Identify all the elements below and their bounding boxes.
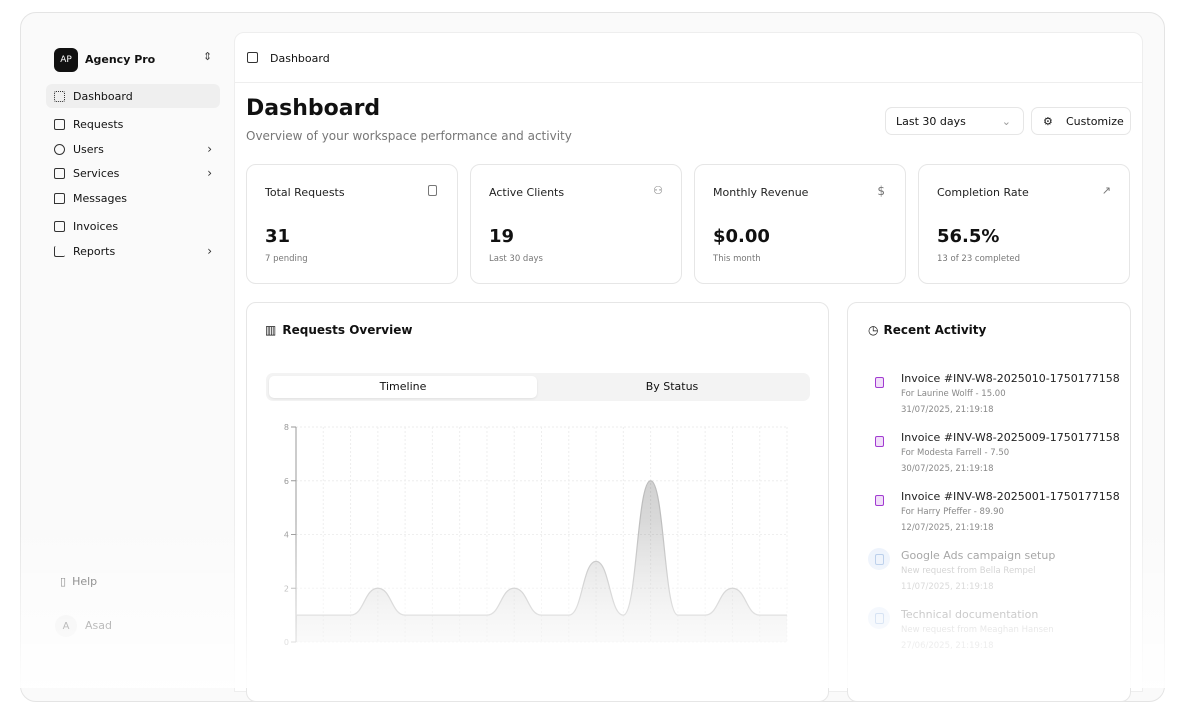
stat-value: $0.00 bbox=[713, 226, 770, 247]
nav-item[interactable]: Requests bbox=[46, 112, 220, 136]
stat-card: Monthly Revenue $ $0.00 This month bbox=[694, 164, 906, 284]
nav-label: Dashboard bbox=[73, 89, 133, 103]
nav-label: Services bbox=[73, 166, 120, 180]
overview-title-text: Requests Overview bbox=[282, 323, 413, 337]
activity-time: 31/07/2025, 21:19:18 bbox=[901, 405, 994, 415]
activity-time: 12/07/2025, 21:19:18 bbox=[901, 523, 994, 533]
nav-label: Messages bbox=[73, 191, 127, 205]
nav-item[interactable]: Invoices bbox=[46, 214, 220, 238]
stat-value: 19 bbox=[489, 226, 515, 247]
tab[interactable]: Timeline bbox=[269, 376, 537, 398]
sidebar: AP Agency Pro ⇕ bbox=[38, 32, 234, 688]
help-label: Help bbox=[72, 575, 98, 588]
y-tick-label: 4 bbox=[284, 531, 289, 540]
y-tick-label: 0 bbox=[284, 638, 289, 647]
nav-label: Invoices bbox=[73, 219, 119, 233]
stat-icon bbox=[428, 185, 437, 196]
activity-icon bbox=[868, 607, 890, 629]
workspace-avatar: AP bbox=[54, 48, 78, 72]
activity-icon bbox=[868, 371, 890, 393]
nav-item[interactable]: Reports › bbox=[46, 239, 220, 263]
stat-card: Active Clients ⚇ 19 Last 30 days bbox=[470, 164, 682, 284]
tab-bar: Timeline By Status bbox=[266, 373, 810, 401]
nav-item[interactable]: Users › bbox=[46, 137, 220, 161]
activity-detail: New request from Bella Rempel bbox=[901, 566, 1036, 576]
overview-title: ▥ Requests Overview bbox=[265, 323, 413, 337]
activity-icon bbox=[868, 489, 890, 511]
activity-title[interactable]: Invoice #INV-W8-2025009-1750177158 bbox=[901, 431, 1120, 444]
activity-detail: For Laurine Wolff - 15.00 bbox=[901, 389, 1006, 399]
activity-detail: For Modesta Farrell - 7.50 bbox=[901, 448, 1010, 458]
activity-time: 30/07/2025, 21:19:18 bbox=[901, 464, 994, 474]
range-label: Last 30 days bbox=[896, 115, 966, 128]
stat-icon: $ bbox=[877, 184, 885, 198]
activity-time: 11/07/2025, 21:19:18 bbox=[901, 582, 994, 592]
breadcrumb: Dashboard bbox=[270, 52, 330, 65]
sidebar-toggle[interactable] bbox=[247, 52, 258, 63]
workspace-switch[interactable]: ⇕ bbox=[203, 50, 213, 63]
stat-value: 56.5% bbox=[937, 226, 1000, 247]
activity-icon bbox=[868, 548, 890, 570]
range-select[interactable]: Last 30 days ⌄ bbox=[885, 107, 1024, 135]
activity-title[interactable]: Google Ads campaign setup bbox=[901, 549, 1056, 562]
nav-item[interactable]: Messages bbox=[46, 186, 220, 210]
activity-title: ◷ Recent Activity bbox=[868, 323, 987, 337]
user-name[interactable]: Asad bbox=[85, 619, 112, 632]
stat-note: Last 30 days bbox=[489, 254, 543, 264]
activity-icon bbox=[868, 430, 890, 452]
activity-title-text: Recent Activity bbox=[883, 323, 987, 337]
page-subtitle: Overview of your workspace performance a… bbox=[246, 129, 572, 143]
stat-label: Monthly Revenue bbox=[713, 186, 809, 199]
activity-title[interactable]: Invoice #INV-W8-2025010-1750177158 bbox=[901, 372, 1120, 385]
y-tick-label: 6 bbox=[284, 477, 289, 486]
y-tick-label: 8 bbox=[284, 423, 289, 432]
stat-card: Completion Rate ↗ 56.5% 13 of 23 complet… bbox=[918, 164, 1130, 284]
header-divider bbox=[234, 82, 1143, 83]
stat-icon: ↗ bbox=[1101, 184, 1111, 197]
stat-label: Active Clients bbox=[489, 186, 565, 199]
nav-label: Reports bbox=[73, 244, 116, 258]
tab[interactable]: By Status bbox=[645, 380, 699, 393]
nav-item[interactable]: Dashboard bbox=[46, 84, 220, 108]
workspace-name[interactable]: Agency Pro bbox=[85, 53, 156, 66]
customize-button[interactable]: ⚙ Customize bbox=[1031, 107, 1131, 135]
nav-item[interactable]: Services › bbox=[46, 161, 220, 185]
page-title: Dashboard bbox=[246, 96, 381, 121]
activity-time: 27/06/2025, 21:19:18 bbox=[901, 641, 994, 651]
stat-label: Total Requests bbox=[265, 186, 345, 199]
chart: 0 2 4 6 8 bbox=[284, 423, 788, 647]
stat-value: 31 bbox=[265, 226, 291, 247]
activity-title[interactable]: Technical documentation bbox=[901, 608, 1039, 621]
help-link[interactable]: ▯ Help bbox=[60, 575, 98, 588]
stat-icon: ⚇ bbox=[653, 184, 663, 197]
nav-label: Users bbox=[73, 142, 104, 156]
y-tick-label: 2 bbox=[284, 584, 289, 593]
stat-label: Completion Rate bbox=[937, 186, 1029, 199]
activity-title[interactable]: Invoice #INV-W8-2025001-1750177158 bbox=[901, 490, 1120, 503]
stat-note: 13 of 23 completed bbox=[937, 254, 1021, 264]
customize-label: Customize bbox=[1066, 115, 1124, 128]
stat-card: Total Requests 31 7 pending bbox=[246, 164, 458, 284]
stat-note: 7 pending bbox=[265, 254, 308, 264]
user-avatar: A bbox=[55, 615, 77, 637]
activity-detail: For Harry Pfeffer - 89.90 bbox=[901, 507, 1004, 517]
stat-note: This month bbox=[713, 254, 761, 264]
nav-label: Requests bbox=[73, 117, 124, 131]
activity-detail: New request from Meaghan Hansen bbox=[901, 625, 1054, 635]
